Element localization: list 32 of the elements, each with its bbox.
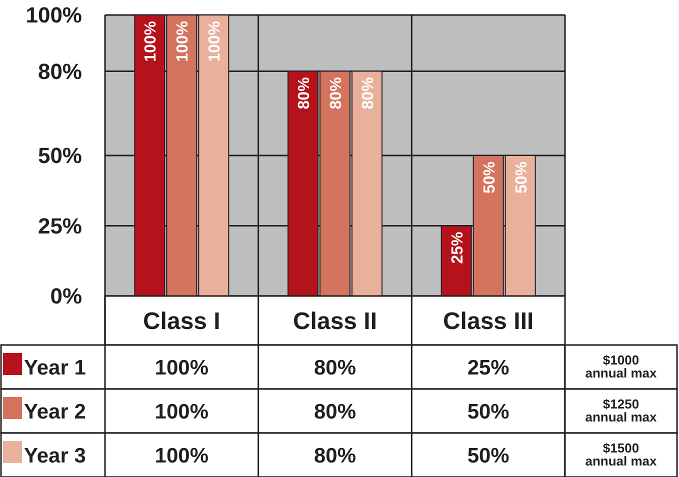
text: 80% (360, 77, 377, 110)
data-label: 80% (314, 356, 356, 380)
y-tick-label: 80% (38, 58, 82, 84)
data-label: 100% (154, 400, 209, 424)
data-label: 100% (154, 356, 209, 380)
text: 100% (206, 21, 224, 62)
text: 50% (481, 162, 498, 194)
text: 80% (296, 77, 313, 110)
x-tick-label: Class II (292, 308, 378, 335)
text: 100% (142, 21, 160, 62)
data-label: 50% (467, 400, 510, 424)
legend-label: Year 1 (24, 356, 86, 380)
legend-label: Year 3 (24, 444, 86, 468)
text: 25% (449, 232, 466, 264)
data-label: 50% (467, 444, 510, 468)
data-label: 100% (154, 444, 209, 468)
x-tick-label: Class I (142, 308, 220, 335)
text: $1000 annual max (585, 352, 658, 380)
text: $1250 annual max (585, 396, 658, 424)
text: 50% (513, 162, 530, 194)
x-tick-label: Class III (442, 308, 534, 335)
y-tick-label: 25% (38, 213, 82, 238)
text: $1500 annual max (585, 440, 658, 468)
y-tick-label: 100% (26, 2, 82, 28)
legend-label: Year 2 (24, 400, 86, 424)
y-tick-label: 0% (50, 284, 82, 309)
data-label: 25% (467, 356, 510, 380)
text: 80% (328, 77, 345, 110)
y-tick-label: 50% (38, 143, 82, 168)
data-label: 80% (314, 400, 356, 424)
text: 100% (174, 21, 192, 62)
data-label: 80% (314, 444, 356, 468)
